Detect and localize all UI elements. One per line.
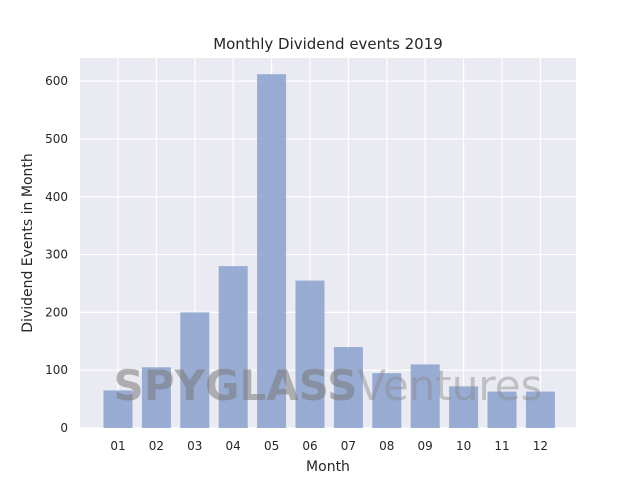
bars <box>103 74 555 428</box>
x-tick-label: 02 <box>149 439 164 453</box>
bar-12 <box>525 391 555 428</box>
y-tick-label: 400 <box>45 190 68 204</box>
chart-title: Monthly Dividend events 2019 <box>213 35 443 53</box>
y-tick-label: 200 <box>45 305 68 319</box>
x-tick-label: 07 <box>341 439 356 453</box>
y-axis-ticks: 0 100 200 300 400 500 600 <box>45 74 68 435</box>
bar-02 <box>141 367 171 428</box>
bar-06 <box>295 280 325 428</box>
bar-03 <box>180 312 210 428</box>
x-tick-label: 09 <box>418 439 433 453</box>
x-tick-label: 06 <box>302 439 317 453</box>
x-tick-label: 11 <box>494 439 509 453</box>
bar-11 <box>487 391 517 428</box>
y-axis-label: Dividend Events in Month <box>20 153 36 333</box>
x-axis-ticks: 01 02 03 04 05 06 07 08 09 10 11 12 <box>110 439 548 453</box>
y-tick-label: 0 <box>60 421 68 435</box>
watermark-light: Ventures <box>357 361 542 410</box>
bar-08 <box>372 373 402 428</box>
y-tick-label: 500 <box>45 132 68 146</box>
x-tick-label: 08 <box>379 439 394 453</box>
watermark: SPYGLASSVentures <box>114 361 543 410</box>
bar-10 <box>449 386 479 428</box>
y-tick-label: 300 <box>45 248 68 262</box>
bar-01 <box>103 390 133 428</box>
x-tick-label: 03 <box>187 439 202 453</box>
bar-04 <box>218 266 248 428</box>
x-tick-label: 01 <box>110 439 125 453</box>
bar-05 <box>257 74 287 428</box>
plot-background <box>80 58 576 428</box>
x-axis-label: Month <box>306 459 350 475</box>
x-tick-label: 12 <box>533 439 548 453</box>
x-tick-label: 04 <box>226 439 241 453</box>
y-tick-label: 100 <box>45 363 68 377</box>
bar-07 <box>333 347 363 428</box>
x-tick-label: 05 <box>264 439 279 453</box>
bar-09 <box>410 364 440 428</box>
x-tick-label: 10 <box>456 439 471 453</box>
watermark-strong: SPYGLASS <box>114 361 358 410</box>
y-tick-label: 600 <box>45 74 68 88</box>
